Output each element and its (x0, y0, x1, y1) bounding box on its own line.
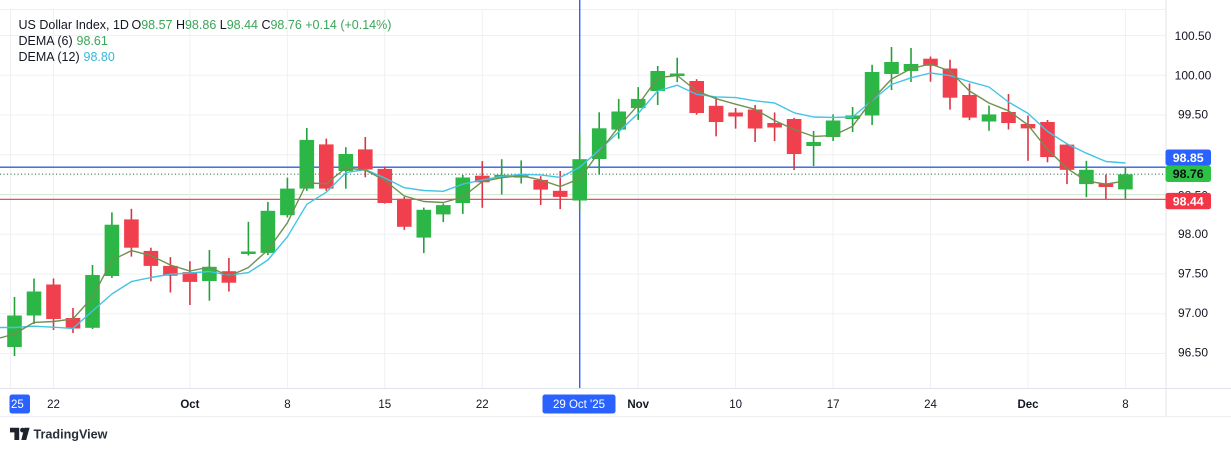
svg-text:98.61: 98.61 (77, 34, 108, 48)
svg-text:98.00: 98.00 (1178, 227, 1208, 241)
svg-text:98.80: 98.80 (84, 50, 115, 64)
svg-text:25: 25 (11, 399, 24, 411)
svg-text:DEMA (6): DEMA (6) (19, 34, 73, 48)
svg-text:98.76: 98.76 (1173, 167, 1204, 181)
svg-text:100.50: 100.50 (1175, 29, 1212, 43)
svg-text:98.85: 98.85 (1173, 151, 1204, 165)
svg-text:TradingView: TradingView (34, 427, 108, 441)
svg-text:100.00: 100.00 (1175, 69, 1212, 83)
svg-text:8: 8 (284, 399, 290, 411)
svg-text:97.50: 97.50 (1178, 267, 1208, 281)
svg-text:24: 24 (924, 399, 937, 411)
svg-text:98.44: 98.44 (1173, 194, 1204, 208)
svg-text:96.50: 96.50 (1178, 346, 1208, 360)
svg-text:US Dollar Index, 1D O98.57 H98: US Dollar Index, 1D O98.57 H98.86 L98.44… (19, 18, 392, 32)
svg-text:99.50: 99.50 (1178, 108, 1208, 122)
svg-text:8: 8 (1122, 399, 1128, 411)
svg-text:Oct: Oct (180, 399, 199, 411)
svg-text:17: 17 (827, 399, 840, 411)
svg-text:29 Oct '25: 29 Oct '25 (553, 399, 605, 411)
svg-text:22: 22 (47, 399, 60, 411)
svg-text:10: 10 (729, 399, 742, 411)
svg-text:15: 15 (378, 399, 391, 411)
svg-text:Nov: Nov (627, 399, 649, 411)
svg-text:22: 22 (476, 399, 489, 411)
svg-text:DEMA (12): DEMA (12) (19, 50, 80, 64)
svg-text:Dec: Dec (1017, 399, 1039, 411)
svg-text:97.00: 97.00 (1178, 306, 1208, 320)
